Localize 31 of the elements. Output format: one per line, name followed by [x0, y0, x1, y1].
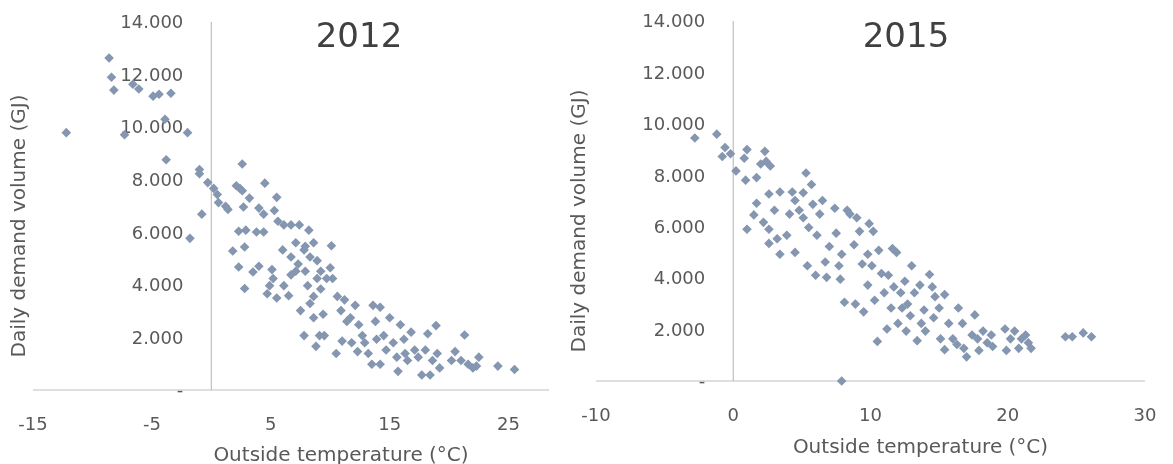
y-tick-label: 8.000 [131, 169, 184, 191]
y-axis-title: Daily demand volume (GJ) [566, 89, 590, 353]
y-tick-label: 8.000 [653, 164, 706, 186]
y-tick-label: 6.000 [131, 221, 184, 243]
x-tick-label: 15 [378, 413, 402, 434]
x-tick-label: -10 [581, 404, 611, 425]
chart-title: 2012 [315, 15, 403, 55]
x-tick-label: 10 [859, 404, 882, 425]
y-tick-label: 14.000 [120, 11, 184, 33]
x-axis-title: Outside temperature (°C) [792, 434, 1049, 458]
x-tick-label: -5 [142, 413, 161, 434]
y-tick-label: 4.000 [653, 267, 706, 289]
y-tick-label: 10.000 [642, 113, 706, 135]
y-axis-title: Daily demand volume (GJ) [6, 94, 30, 358]
x-tick-label: 0 [727, 404, 739, 425]
x-tick-label: -15 [18, 413, 48, 434]
x-tick-label: 25 [497, 413, 521, 434]
y-tick-label: 12.000 [642, 61, 706, 83]
y-tick-label: 6.000 [653, 216, 706, 238]
y-tick-label: 2.000 [131, 326, 184, 348]
x-tick-label: 5 [265, 413, 277, 434]
y-tick-label: 10.000 [120, 116, 184, 138]
x-tick-label: 20 [996, 404, 1020, 425]
y-tick-label: - [176, 379, 184, 401]
y-tick-label: 14.000 [642, 10, 706, 32]
y-tick-label: 4.000 [131, 274, 184, 296]
y-tick-label: 2.000 [653, 318, 706, 340]
y-tick-label: - [698, 370, 706, 392]
chart-title: 2015 [862, 15, 950, 55]
x-tick-label: 30 [1133, 404, 1157, 425]
y-tick-label: 12.000 [120, 63, 184, 85]
